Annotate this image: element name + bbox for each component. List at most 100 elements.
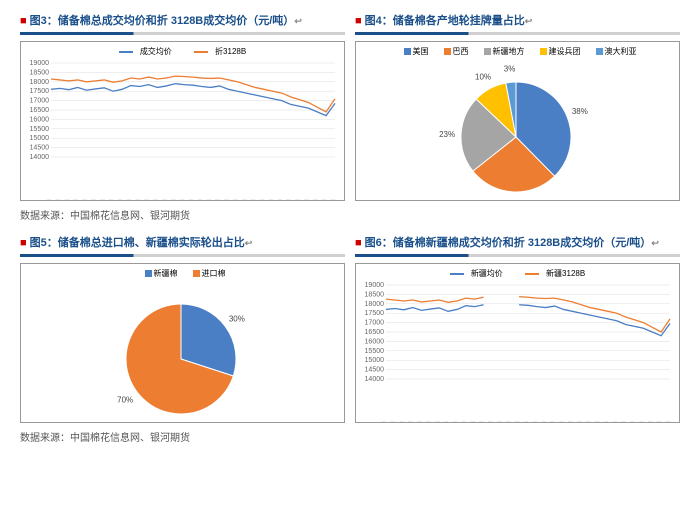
svg-text:2023年9月21日: 2023年9月21日 bbox=[549, 421, 557, 423]
svg-text:30%: 30% bbox=[229, 314, 245, 323]
svg-text:16500: 16500 bbox=[365, 329, 385, 336]
title-row-2: ■图5：储备棉总进口棉、新疆棉实际轮出占比↩ ■图6：储备棉新疆棉成交均价和折 … bbox=[20, 234, 680, 250]
svg-text:14000: 14000 bbox=[365, 376, 385, 383]
svg-text:2023年8月18日: 2023年8月18日 bbox=[442, 421, 450, 423]
svg-text:16000: 16000 bbox=[365, 338, 385, 345]
fig5-chart: 新疆棉进口棉 30%70% bbox=[20, 263, 345, 423]
fig3-chart: 成交均价 折3128B 19000 18500 18000 17500 17000 165… bbox=[20, 41, 345, 201]
title-row-1: ■图3：储备棉总成交均价和折 3128B成交均价（元/吨）↩ ■图4：储备棉各产… bbox=[20, 12, 680, 28]
svg-text:2023年10月23日: 2023年10月23日 bbox=[285, 199, 293, 201]
svg-text:2023年8月4日: 2023年8月4日 bbox=[63, 199, 71, 201]
svg-text:2023年9月21日: 2023年9月21日 bbox=[214, 199, 222, 201]
svg-text:2023年8月22日: 2023年8月22日 bbox=[451, 421, 459, 423]
svg-text:14500: 14500 bbox=[30, 145, 50, 152]
svg-text:2023年9月15日: 2023年9月15日 bbox=[196, 199, 204, 201]
svg-text:2023年8月30日: 2023年8月30日 bbox=[143, 199, 151, 201]
svg-text:2023年10月31日: 2023年10月31日 bbox=[311, 199, 319, 201]
svg-text:2023年10月31日: 2023年10月31日 bbox=[646, 421, 654, 423]
svg-text:2023年9月13日: 2023年9月13日 bbox=[187, 199, 195, 201]
svg-text:2023年8月18日: 2023年8月18日 bbox=[107, 199, 115, 201]
fig6-chart: 新疆均价 新疆3128B 190001850018000175001700016… bbox=[355, 263, 680, 423]
svg-text:2023年8月16日: 2023年8月16日 bbox=[433, 421, 441, 423]
svg-text:2023年8月28日: 2023年8月28日 bbox=[469, 421, 477, 423]
svg-text:2023年7月31日: 2023年7月31日 bbox=[380, 421, 388, 423]
svg-text:2023年9月7日: 2023年9月7日 bbox=[169, 199, 177, 201]
svg-text:16000: 16000 bbox=[30, 116, 50, 123]
fig3-legend: 成交均价 折3128B bbox=[21, 46, 344, 57]
svg-text:2023年9月25日: 2023年9月25日 bbox=[558, 421, 566, 423]
source-1: 数据来源：中国棉花信息网、银河期货 bbox=[20, 207, 680, 222]
svg-text:2023年9月27日: 2023年9月27日 bbox=[231, 199, 239, 201]
svg-text:2023年10月9日: 2023年10月9日 bbox=[575, 421, 583, 423]
svg-text:2023年9月1日: 2023年9月1日 bbox=[487, 421, 495, 423]
svg-text:70%: 70% bbox=[117, 396, 133, 405]
svg-text:2023年8月22日: 2023年8月22日 bbox=[116, 199, 124, 201]
svg-text:23%: 23% bbox=[439, 130, 455, 139]
svg-text:18000: 18000 bbox=[30, 79, 50, 86]
svg-text:2023年8月10日: 2023年8月10日 bbox=[81, 199, 89, 201]
svg-text:2023年8月14日: 2023年8月14日 bbox=[424, 421, 432, 423]
svg-text:14500: 14500 bbox=[365, 367, 385, 374]
svg-text:15500: 15500 bbox=[30, 126, 50, 133]
svg-text:2023年9月25日: 2023年9月25日 bbox=[223, 199, 231, 201]
svg-text:19000: 19000 bbox=[30, 60, 50, 67]
fig4-title: 储备棉各产地轮挂牌量占比 bbox=[393, 15, 525, 27]
svg-text:15000: 15000 bbox=[30, 135, 50, 142]
svg-text:2023年10月13日: 2023年10月13日 bbox=[258, 199, 266, 201]
svg-text:2023年9月11日: 2023年9月11日 bbox=[513, 421, 521, 423]
svg-text:2023年8月24日: 2023年8月24日 bbox=[460, 421, 468, 423]
chart-row-2: 新疆棉进口棉 30%70% 新疆均价 新疆3128B 1900018500180… bbox=[20, 263, 680, 423]
svg-text:15000: 15000 bbox=[365, 357, 385, 364]
fig4-chart: 美国巴西新疆地方建设兵团澳大利亚 38%27%23%10%3% bbox=[355, 41, 680, 201]
svg-text:2023年10月19日: 2023年10月19日 bbox=[276, 199, 284, 201]
svg-text:2023年7月31日: 2023年7月31日 bbox=[45, 199, 53, 201]
pie-chart-2: 30% 70% bbox=[21, 281, 341, 423]
svg-text:2023年9月19日: 2023年9月19日 bbox=[205, 199, 213, 201]
svg-text:2023年8月8日: 2023年8月8日 bbox=[407, 421, 415, 423]
svg-text:2023年8月24日: 2023年8月24日 bbox=[125, 199, 133, 201]
svg-text:2023年9月27日: 2023年9月27日 bbox=[566, 421, 574, 423]
svg-text:17500: 17500 bbox=[365, 310, 385, 317]
svg-text:2023年10月11日: 2023年10月11日 bbox=[584, 421, 592, 423]
svg-text:17000: 17000 bbox=[30, 98, 50, 105]
svg-text:2023年10月23日: 2023年10月23日 bbox=[620, 421, 628, 423]
svg-text:16500: 16500 bbox=[30, 107, 50, 114]
fig6-title: 储备棉新疆棉成交均价和折 3128B成交均价（元/吨） bbox=[393, 237, 652, 249]
svg-text:2023年9月13日: 2023年9月13日 bbox=[522, 421, 530, 423]
svg-text:2023年9月19日: 2023年9月19日 bbox=[540, 421, 548, 423]
line-chart-2: 1900018500180001750017000165001600015500… bbox=[356, 281, 676, 423]
svg-text:19000: 19000 bbox=[365, 282, 385, 289]
svg-text:2023年9月11日: 2023年9月11日 bbox=[178, 199, 186, 201]
svg-text:17000: 17000 bbox=[365, 320, 385, 327]
svg-text:2023年8月2日: 2023年8月2日 bbox=[54, 199, 62, 201]
svg-text:18500: 18500 bbox=[30, 69, 50, 76]
line-chart-1: 19000 18500 18000 17500 17000 16500 16000 15500… bbox=[21, 59, 341, 201]
svg-text:2023年10月17日: 2023年10月17日 bbox=[602, 421, 610, 423]
svg-text:2023年8月2日: 2023年8月2日 bbox=[389, 421, 397, 423]
svg-text:2023年10月25日: 2023年10月25日 bbox=[294, 199, 302, 201]
fig6-legend: 新疆均价 新疆3128B bbox=[356, 268, 679, 279]
svg-text:2023年8月28日: 2023年8月28日 bbox=[134, 199, 142, 201]
svg-text:2023年11月2日: 2023年11月2日 bbox=[320, 199, 328, 201]
svg-text:2023年11月2日: 2023年11月2日 bbox=[655, 421, 663, 423]
fig5-title: 储备棉总进口棉、新疆棉实际轮出占比 bbox=[58, 237, 245, 249]
svg-text:17500: 17500 bbox=[30, 88, 50, 95]
svg-text:3%: 3% bbox=[504, 64, 516, 73]
svg-text:2023年10月11日: 2023年10月11日 bbox=[249, 199, 257, 201]
svg-text:10%: 10% bbox=[475, 72, 491, 81]
svg-text:2023年8月30日: 2023年8月30日 bbox=[478, 421, 486, 423]
svg-text:38%: 38% bbox=[572, 107, 588, 116]
svg-text:2023年8月16日: 2023年8月16日 bbox=[98, 199, 106, 201]
fig4-legend: 美国巴西新疆地方建设兵团澳大利亚 bbox=[356, 46, 679, 57]
svg-text:2023年9月15日: 2023年9月15日 bbox=[531, 421, 539, 423]
svg-text:18000: 18000 bbox=[365, 301, 385, 308]
svg-text:2023年8月14日: 2023年8月14日 bbox=[89, 199, 97, 201]
svg-text:2023年10月13日: 2023年10月13日 bbox=[593, 421, 601, 423]
svg-text:2023年10月9日: 2023年10月9日 bbox=[240, 199, 248, 201]
svg-text:2023年10月25日: 2023年10月25日 bbox=[629, 421, 637, 423]
svg-text:2023年9月1日: 2023年9月1日 bbox=[152, 199, 160, 201]
fig3-title: 储备棉总成交均价和折 3128B成交均价（元/吨） bbox=[58, 15, 295, 27]
pie-chart-1: 38%27%23%10%3% bbox=[356, 59, 676, 201]
svg-text:2023年9月7日: 2023年9月7日 bbox=[504, 421, 512, 423]
svg-text:2023年9月5日: 2023年9月5日 bbox=[495, 421, 503, 423]
